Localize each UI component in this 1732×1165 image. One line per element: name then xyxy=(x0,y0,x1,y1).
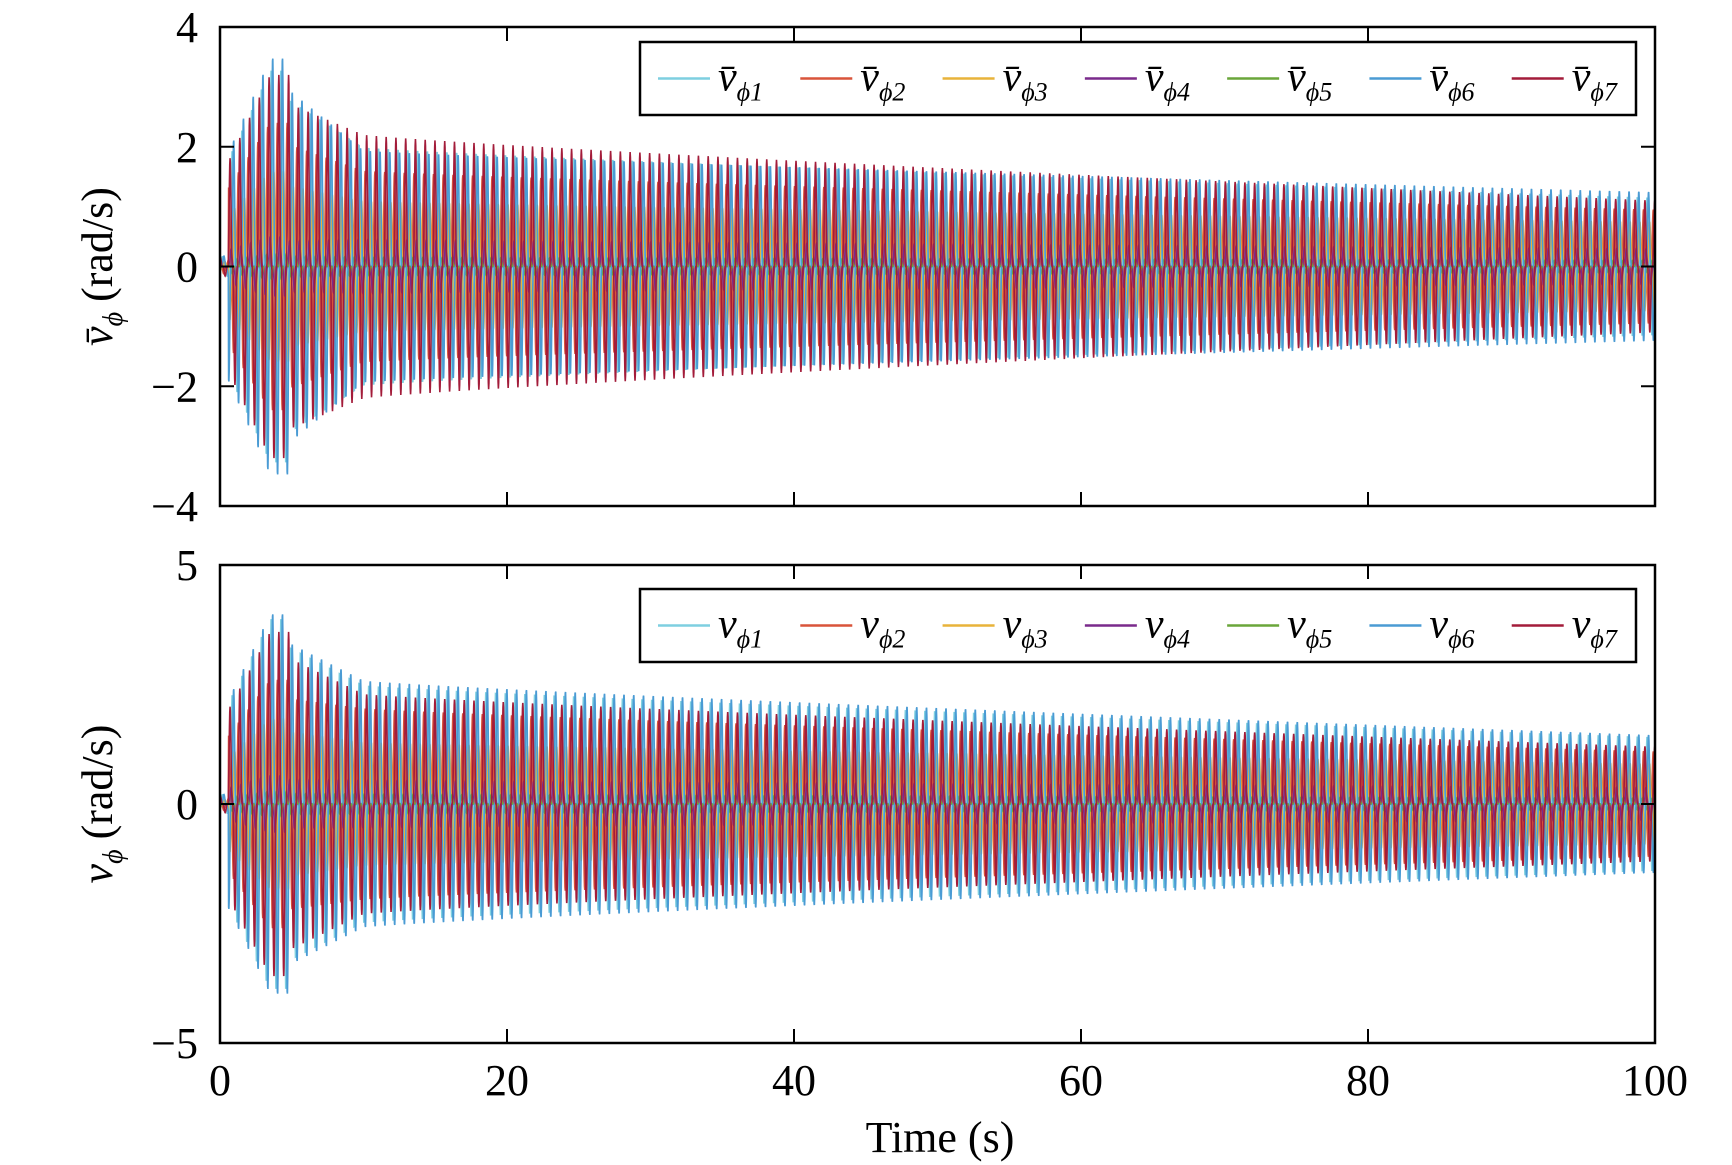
legend-box xyxy=(638,40,1638,117)
legend-label-6: vϕ6 xyxy=(1429,602,1474,654)
legend-label-2: v̄ϕ2 xyxy=(860,55,905,107)
series-line-5 xyxy=(220,790,1655,818)
x-tick-label: 0 xyxy=(209,1056,231,1105)
y-tick-label: 2 xyxy=(176,123,198,172)
x-tick-label: 100 xyxy=(1622,1056,1688,1105)
y-axis-title: vϕ(rad/s) xyxy=(73,725,129,884)
series-line-7 xyxy=(220,631,1655,977)
series-line-5 xyxy=(220,252,1655,281)
legend-label-1: v̄ϕ1 xyxy=(718,55,763,107)
legend-label-3: vϕ3 xyxy=(1003,602,1048,654)
series-line-6 xyxy=(220,58,1655,475)
x-tick-label: 20 xyxy=(485,1056,529,1105)
series-line-4 xyxy=(220,775,1655,833)
series-line-4 xyxy=(220,236,1655,297)
legend: v̄ϕ1 v̄ϕ2 v̄ϕ3 v̄ϕ4 v̄ϕ5 v̄ϕ6 v̄ϕ7 xyxy=(638,40,1638,117)
legend: vϕ1 vϕ2 vϕ3 vϕ4 vϕ5 vϕ6 vϕ7 xyxy=(638,587,1638,664)
y-tick-label: 0 xyxy=(176,780,198,829)
legend-box xyxy=(638,587,1638,664)
series-line-6 xyxy=(220,614,1655,994)
legend-label-6: v̄ϕ6 xyxy=(1429,55,1474,107)
y-axis-title: v̄ϕ(rad/s) xyxy=(73,187,129,346)
legend-label-4: vϕ4 xyxy=(1145,602,1190,654)
top-chart-panel: 420−2−4v̄ϕ(rad/s)v̄ϕ1 v̄ϕ2 v̄ϕ3 v̄ϕ4 v̄ϕ5 v̄ϕ… xyxy=(73,3,1657,531)
y-tick-label: 0 xyxy=(176,243,198,292)
y-tick-label: −2 xyxy=(151,362,198,411)
legend-label-4: v̄ϕ4 xyxy=(1145,55,1190,107)
legend-label-5: vϕ5 xyxy=(1287,602,1332,654)
legend-label-2: vϕ2 xyxy=(860,602,905,654)
x-axis-title: Time (s) xyxy=(866,1113,1015,1162)
y-tick-label: 4 xyxy=(176,3,198,52)
y-tick-label: −4 xyxy=(151,482,198,531)
legend-label-1: vϕ1 xyxy=(718,602,763,654)
series-group xyxy=(220,58,1655,475)
x-tick-label: 60 xyxy=(1059,1056,1103,1105)
legend-label-7: vϕ7 xyxy=(1572,602,1618,654)
legend-label-5: v̄ϕ5 xyxy=(1287,55,1332,107)
series-group xyxy=(220,614,1655,994)
x-tick-label: 40 xyxy=(772,1056,816,1105)
legend-label-3: v̄ϕ3 xyxy=(1003,55,1048,107)
x-tick-label: 80 xyxy=(1346,1056,1390,1105)
series-line-7 xyxy=(220,74,1655,459)
legend-label-7: v̄ϕ7 xyxy=(1572,55,1618,107)
y-tick-label: 5 xyxy=(176,541,198,590)
y-tick-label: −5 xyxy=(151,1019,198,1068)
